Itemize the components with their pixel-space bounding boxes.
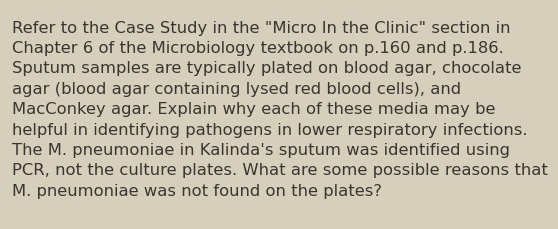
Text: Refer to the Case Study in the "Micro In the Clinic" section in
Chapter 6 of the: Refer to the Case Study in the "Micro In… <box>12 21 548 198</box>
